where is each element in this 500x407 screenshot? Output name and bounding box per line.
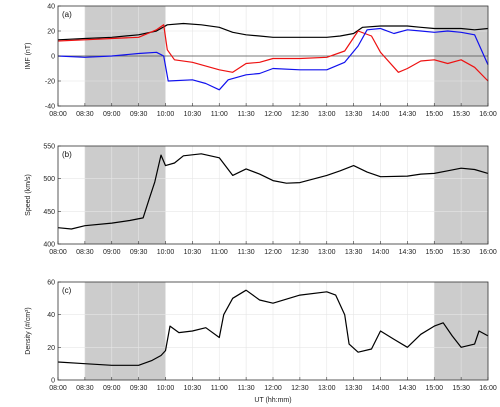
y-tick-label: 550: [43, 144, 55, 151]
x-tick-label: 11:00: [211, 385, 228, 392]
x-tick-label: 10:30: [184, 111, 202, 118]
y-tick-label: 60: [47, 280, 55, 287]
x-tick-label: 13:00: [318, 249, 336, 256]
shaded-interval: [84, 282, 166, 380]
x-tick-label: 08:00: [49, 249, 67, 256]
y-axis-title: Speed (km/s): [25, 174, 32, 216]
y-tick-label: -40: [45, 104, 55, 111]
x-tick-label: 12:30: [291, 249, 309, 256]
panel-label: (c): [62, 286, 72, 295]
series-line-red: [57, 24, 489, 82]
x-tick-label: 14:00: [372, 111, 390, 118]
x-tick-label: 13:30: [345, 249, 363, 256]
x-tick-label: 08:30: [76, 385, 94, 392]
x-tick-label: 11:00: [211, 249, 228, 256]
x-tick-label: 08:00: [49, 385, 67, 392]
y-axis-title: IMF (nT): [25, 43, 32, 70]
y-tick-label: 20: [47, 29, 55, 36]
y-tick-label: 0: [51, 378, 55, 385]
series-line-black: [57, 153, 489, 230]
x-tick-label: 12:30: [291, 111, 309, 118]
x-tick-label: 12:00: [264, 249, 282, 256]
x-axis-title: UT (hh:mm): [254, 397, 291, 404]
panel-label: (a): [62, 10, 72, 19]
y-tick-label: 40: [47, 312, 55, 319]
panel-density: 08:00 08:30 09:00 09:30 10:00 10:30 11:00 11:30…: [25, 280, 497, 405]
x-tick-label: 12:00: [264, 385, 282, 392]
x-tick-label: 16:00: [479, 249, 497, 256]
x-tick-label: 10:30: [184, 249, 202, 256]
x-tick-label: 11:30: [238, 249, 255, 256]
x-tick-label: 08:30: [76, 111, 94, 118]
x-tick-label: 09:00: [103, 111, 121, 118]
series-line-black: [57, 289, 489, 366]
x-tick-label: 16:00: [479, 111, 497, 118]
x-tick-label: 08:00: [49, 111, 67, 118]
y-tick-label: 400: [43, 242, 55, 249]
x-tick-label: 10:00: [157, 111, 175, 118]
x-tick-label: 15:30: [452, 249, 470, 256]
x-tick-label: 12:30: [291, 385, 309, 392]
y-tick-label: 0: [51, 54, 55, 61]
x-tick-label: 13:00: [318, 385, 336, 392]
y-tick-label: 500: [43, 176, 55, 183]
x-tick-label: 14:30: [399, 249, 417, 256]
series-line-blue: [57, 27, 489, 91]
panel-imf: 08:00 08:30 09:00 09:30 10:00 10:30 11:00 11:30…: [25, 4, 497, 119]
x-tick-label: 10:30: [184, 385, 202, 392]
panel-label: (b): [62, 150, 72, 159]
x-tick-label: 13:30: [345, 385, 363, 392]
y-tick-label: 40: [47, 4, 55, 11]
x-tick-label: 09:30: [130, 249, 148, 256]
x-tick-label: 14:30: [399, 111, 417, 118]
x-tick-label: 15:00: [425, 385, 443, 392]
x-tick-label: 12:00: [264, 111, 282, 118]
x-tick-label: 13:30: [345, 111, 363, 118]
x-tick-label: 09:30: [130, 111, 148, 118]
series-line-black: [57, 22, 489, 41]
x-tick-label: 15:00: [425, 111, 443, 118]
x-tick-label: 16:00: [479, 385, 497, 392]
x-tick-label: 14:00: [372, 385, 390, 392]
y-tick-label: 450: [43, 209, 55, 216]
x-tick-label: 14:00: [372, 249, 390, 256]
x-tick-label: 13:00: [318, 111, 336, 118]
x-tick-label: 15:30: [452, 385, 470, 392]
x-tick-label: 10:00: [157, 249, 175, 256]
y-axis-title: Density (#/cm³): [25, 307, 32, 354]
y-tick-label: 20: [47, 345, 55, 352]
x-tick-label: 11:30: [238, 385, 255, 392]
x-tick-label: 15:00: [425, 249, 443, 256]
x-tick-label: 10:00: [157, 385, 175, 392]
x-tick-label: 09:00: [103, 385, 121, 392]
x-tick-label: 09:30: [130, 385, 148, 392]
x-tick-label: 08:30: [76, 249, 94, 256]
x-tick-label: 11:00: [211, 111, 228, 118]
y-tick-label: -20: [45, 79, 55, 86]
x-tick-label: 09:00: [103, 249, 121, 256]
panel-speed: 08:00 08:30 09:00 09:30 10:00 10:30 11:00 11:30…: [25, 144, 497, 257]
x-tick-label: 15:30: [452, 111, 470, 118]
x-tick-label: 11:30: [238, 111, 255, 118]
x-tick-label: 14:30: [399, 385, 417, 392]
shaded-interval: [84, 146, 166, 244]
